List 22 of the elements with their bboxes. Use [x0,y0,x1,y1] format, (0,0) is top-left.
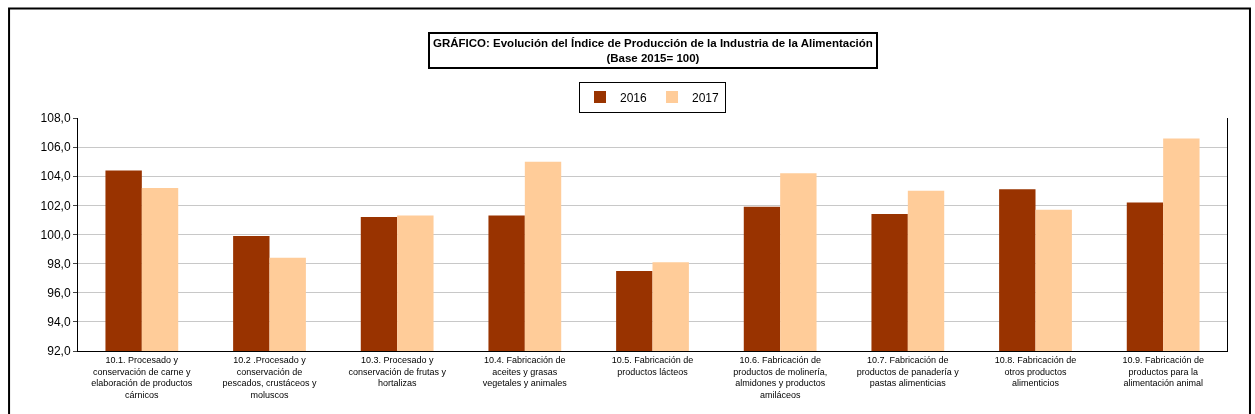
y-tick-label: 102,0 [40,198,71,213]
x-tick-label: 10.4. Fabricación de aceites y grasas vegetales y animales [482,354,568,389]
x-tick-label: 10.6. Fabricación de productos de molinería, almidones y productos amiláceos [733,354,828,400]
chart-subtitle: (Base 2015= 100) [606,51,700,64]
y-tick-label: 96,0 [47,285,71,300]
y-tick-label: 98,0 [47,256,71,271]
x-tick-label: 10.7. Fabricación de productos de panadería y pastas alimenticias [856,354,960,389]
legend-label: 2016 [620,90,648,105]
legend-label: 2017 [692,90,720,105]
y-tick-label: 100,0 [40,227,71,242]
y-tick-label: 92,0 [47,344,71,359]
x-tick-label: 10.1. Procesado y conservación de carne y elaboración de productos cárnicos [91,354,193,400]
y-tick-label: 94,0 [47,315,71,330]
x-tick-label: 10.2 .Procesado y conservación de pescados, crustáceos y moluscos [222,354,318,400]
chart-title: GRÁFICO: Evolución del Índice de Producción de la Industria de la Alimentación [433,37,873,49]
y-tick-label: 106,0 [40,140,71,155]
y-tick-label: 104,0 [40,169,71,184]
x-tick-label: 10.3. Procesado y conservación de frutas y hortalizas [348,354,447,389]
x-tick-label: 10.8. Fabricación de otros productos alimenticios [994,354,1077,389]
x-tick-label: 10.5. Fabricación de productos lácteos [611,354,694,377]
x-tick-label: 10.9. Fabricación de productos para la alimentación animal [1122,354,1204,389]
y-tick-label: 108,0 [40,111,71,126]
